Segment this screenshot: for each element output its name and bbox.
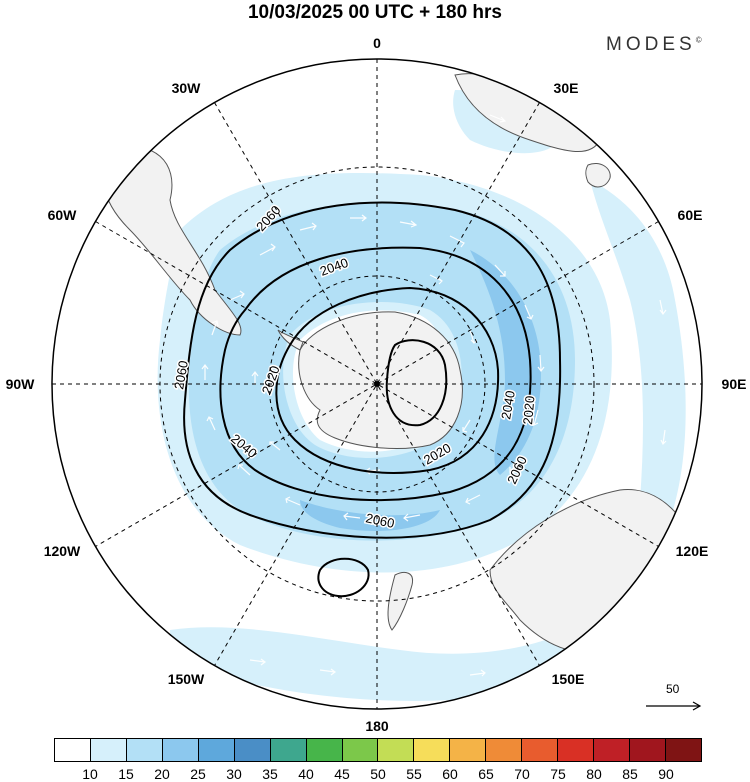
contour-inner-low (385, 339, 448, 427)
colorbar-cell (270, 739, 307, 761)
colorbar-label: 10 (82, 766, 98, 782)
lon-label-30e: 30E (554, 80, 579, 96)
colorbar-label: 70 (514, 766, 530, 782)
lon-label-120w: 120W (44, 543, 81, 559)
wind-band-light-3 (590, 180, 686, 542)
colorbar-cell (90, 739, 127, 761)
colorbar-label: 80 (586, 766, 602, 782)
new-zealand (387, 572, 414, 631)
graticule (52, 59, 702, 709)
lon-label-120e: 120E (676, 543, 709, 559)
brand-name: MODES (606, 34, 696, 55)
colorbar (54, 738, 702, 762)
colorbar-cell (522, 739, 559, 761)
colorbar-cell (55, 739, 91, 761)
contour-2040 (219, 246, 532, 502)
colorbar-label: 20 (154, 766, 170, 782)
lon-label-30w: 30W (172, 80, 202, 96)
colorbar-label: 15 (118, 766, 134, 782)
colorbar-cell (126, 739, 163, 761)
colorbar-label: 60 (442, 766, 458, 782)
map-boundary (51, 58, 703, 710)
lon-label-60w: 60W (48, 207, 78, 223)
colorbar-label: 25 (190, 766, 206, 782)
wind-band-light-4 (170, 620, 590, 701)
colorbar-cell (162, 739, 199, 761)
contour-label: 2020 (520, 395, 537, 425)
contour-2060 (183, 201, 562, 539)
lon-label-90w: 90W (6, 376, 36, 392)
madagascar (585, 163, 611, 188)
colorbar-label: 75 (550, 766, 566, 782)
contour-cutoff (317, 557, 370, 598)
colorbar-cell (594, 739, 630, 761)
colorbar-cell (486, 739, 523, 761)
colorbar-cell (558, 739, 595, 761)
wind-band-strong-2 (300, 500, 440, 531)
contour-label: 2060 (171, 359, 191, 390)
longitude-labels: 0 30E 60E 90E 120E 150E 180 150W 120W 90… (6, 35, 747, 734)
colorbar-labels: 10 15 20 25 30 35 40 45 50 55 60 65 70 75 80 85 90 (54, 766, 702, 782)
colorbar-label: 90 (658, 766, 674, 782)
colorbar-cell (342, 739, 379, 761)
polar-map: 2060 2040 2020 2020 2040 2060 2040 2020 … (6, 35, 747, 734)
contour-2020 (275, 286, 500, 474)
map-title: 10/03/2025 00 UTC + 180 hrs (247, 2, 503, 23)
south-pole-marker (374, 381, 380, 387)
wind-vector-field (201, 114, 667, 677)
reference-vector-arrow (646, 701, 702, 711)
colorbar-label: 55 (406, 766, 422, 782)
wind-band-medium (188, 202, 575, 541)
south-america (103, 146, 242, 336)
height-contours (183, 201, 562, 598)
lon-label-0: 0 (373, 35, 381, 51)
colorbar-cell (378, 739, 415, 761)
colorbar-label: 45 (334, 766, 350, 782)
colorbar-label: 50 (370, 766, 386, 782)
brand-logo: MODES© (606, 34, 702, 56)
wind-band-strong (470, 250, 541, 475)
colorbar-cell (234, 739, 271, 761)
lon-label-180: 180 (365, 718, 389, 734)
colorbar-cell (450, 739, 487, 761)
colorbar-label: 65 (478, 766, 494, 782)
lon-label-60e: 60E (678, 207, 703, 223)
colorbar-label: 85 (622, 766, 638, 782)
lon-label-150e: 150E (552, 671, 585, 687)
lon-label-150w: 150W (168, 671, 205, 687)
colorbar-cell (630, 739, 666, 761)
colorbar-cell (665, 739, 701, 761)
colorbar-label: 30 (226, 766, 242, 782)
contour-label: 2040 (498, 389, 518, 420)
lon-label-90e: 90E (722, 376, 747, 392)
colorbar-cell (306, 739, 343, 761)
colorbar-label: 35 (262, 766, 278, 782)
colorbar-cell (198, 739, 235, 761)
antarctica (298, 311, 463, 449)
colorbar-cell (414, 739, 451, 761)
colorbar-label: 40 (298, 766, 314, 782)
copyright-mark: © (695, 35, 702, 45)
reference-vector-label: 50 (666, 682, 680, 696)
